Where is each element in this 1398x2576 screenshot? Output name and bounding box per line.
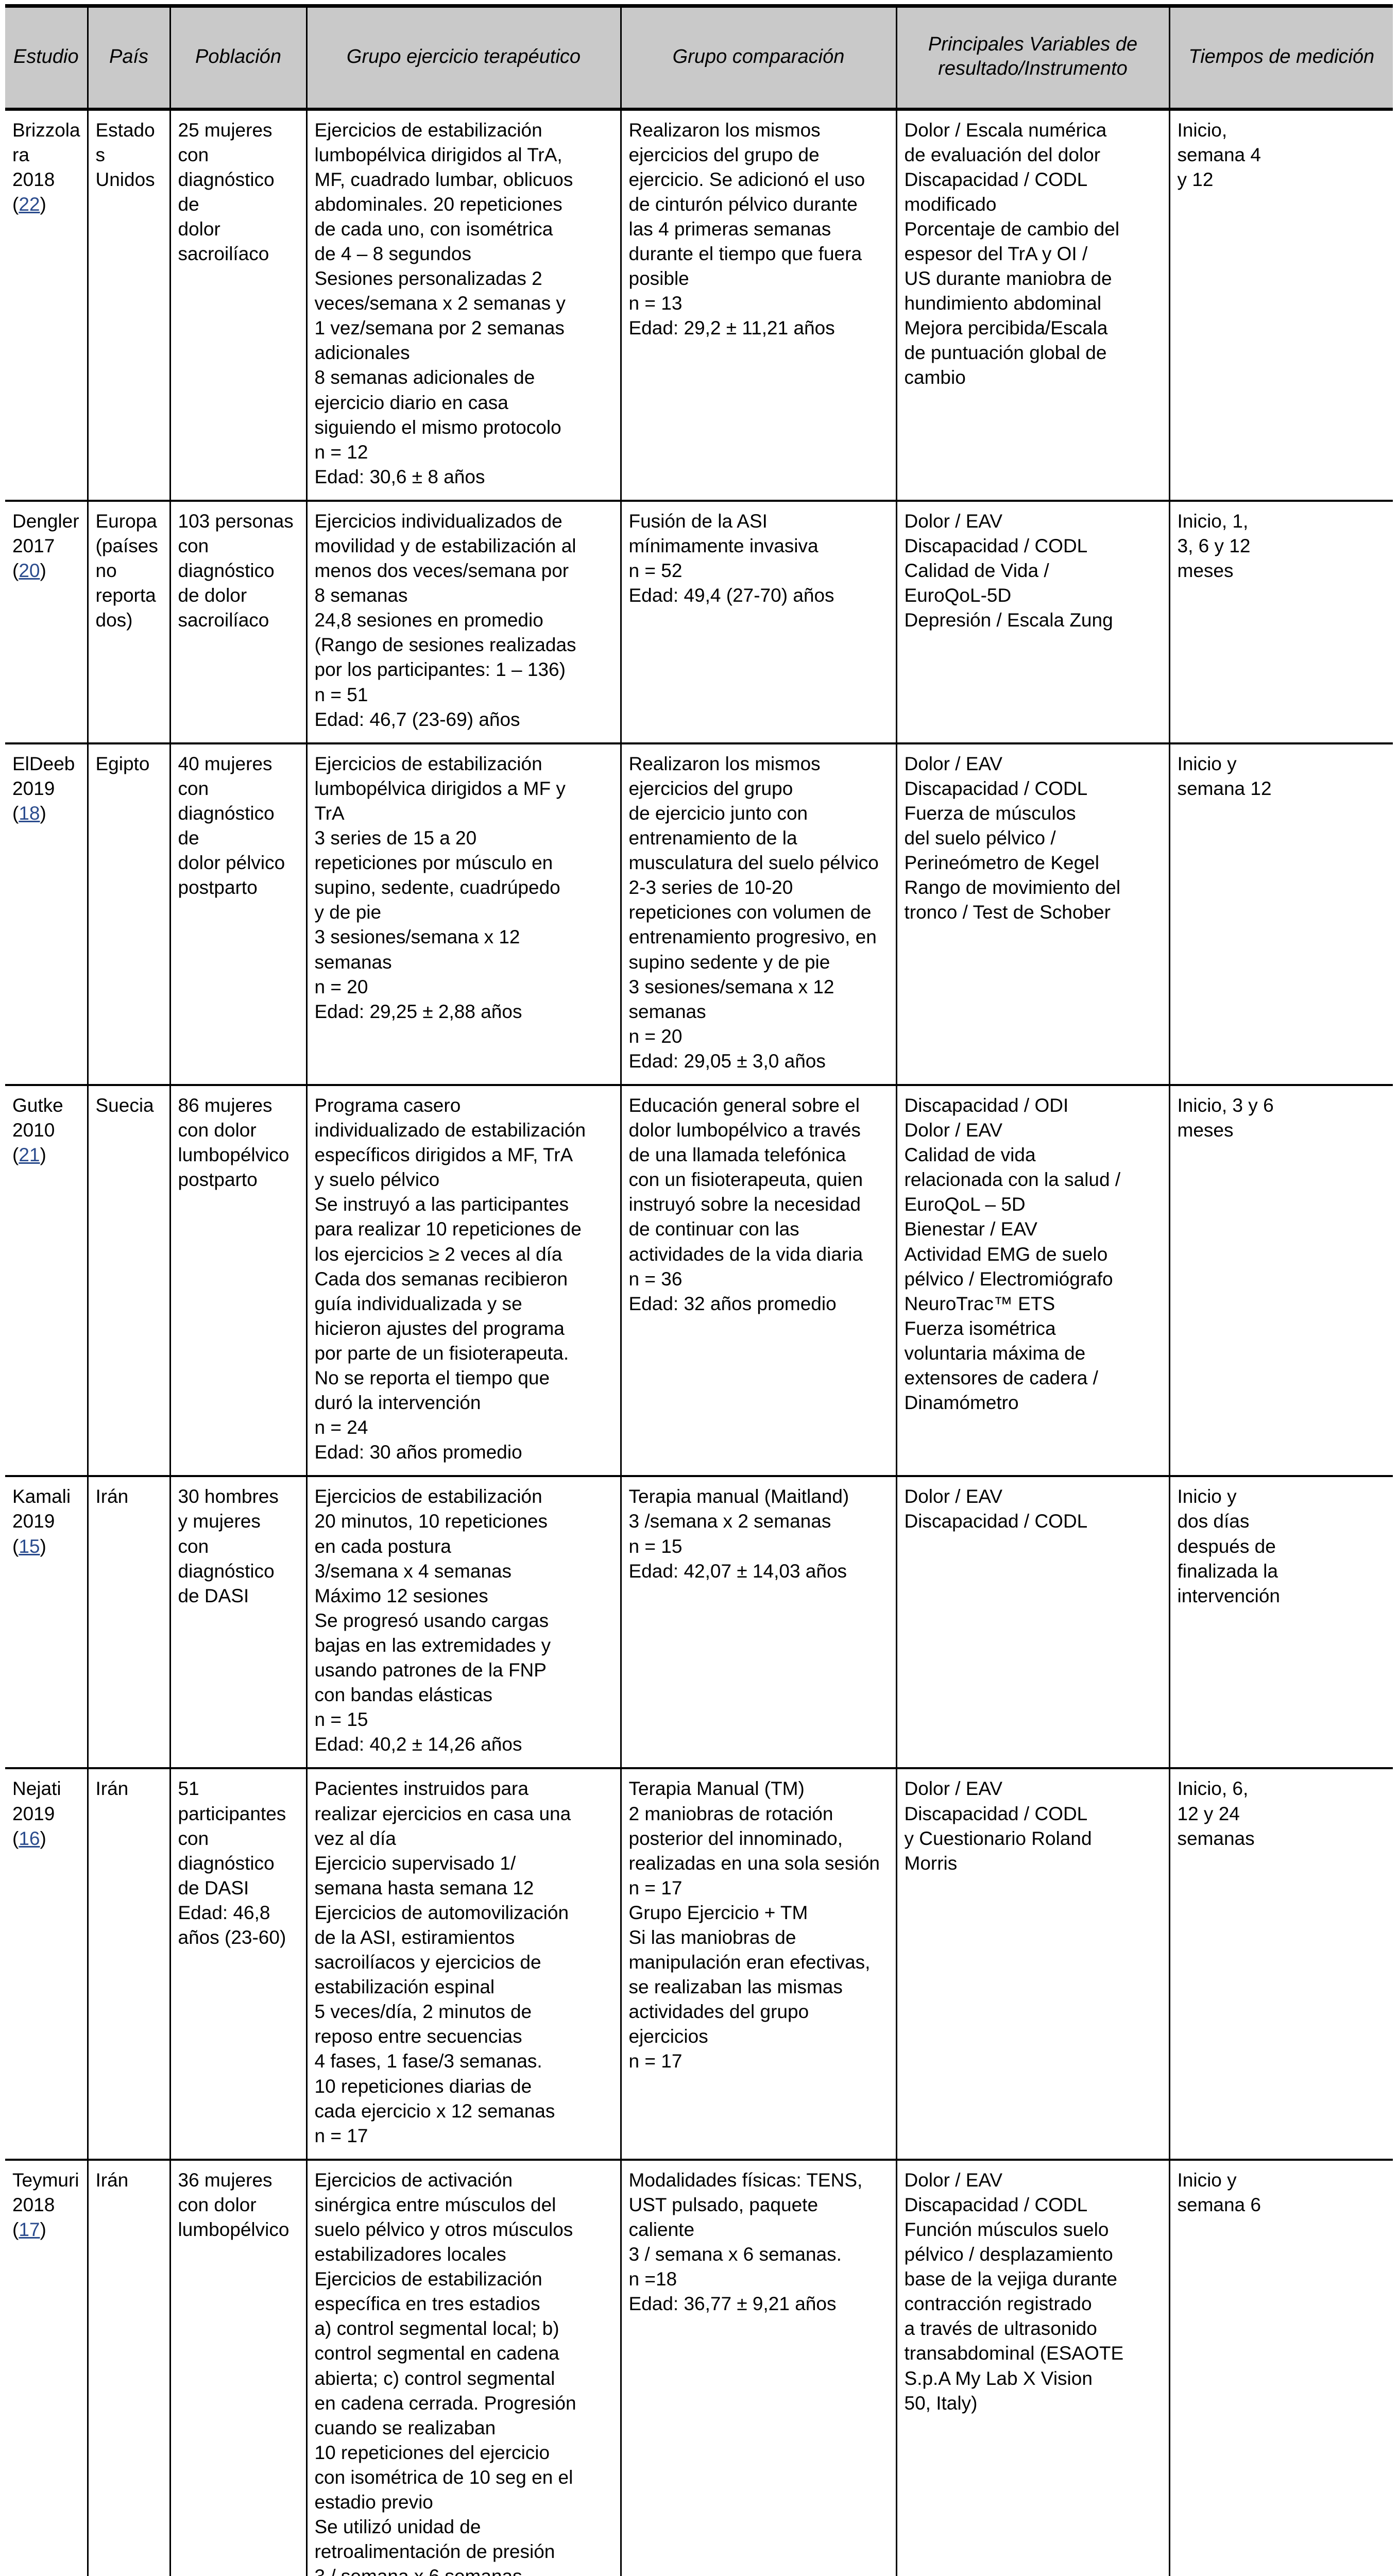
- reference-link[interactable]: 22: [19, 193, 40, 215]
- study-name-suffix: ): [40, 1535, 46, 1557]
- study-name-suffix: ): [40, 560, 46, 582]
- cell-variables-resultado: Dolor / EAV Discapacidad / CODL Calidad …: [895, 499, 1170, 743]
- cell-tiempos-medicion: Inicio, 3 y 6 meses: [1168, 1083, 1393, 1477]
- cell-estudio: Dengler 2017 (20): [5, 499, 89, 743]
- cell-tiempos-medicion: Inicio y semana 6: [1168, 2158, 1393, 2576]
- study-name-suffix: ): [40, 1827, 46, 1849]
- column-header-tiempos-medicion: Tiempos de medición: [1168, 6, 1393, 111]
- column-header-poblacion: Población: [169, 6, 308, 111]
- cell-estudio: Nejati 2019 (16): [5, 1767, 89, 2160]
- column-header-pais: País: [87, 6, 171, 111]
- cell-tiempos-medicion: Inicio, 1, 3, 6 y 12 meses: [1168, 499, 1393, 743]
- cell-poblacion: 30 hombres y mujeres con diagnóstico de …: [169, 1475, 308, 1769]
- study-name: Kamali 2019 (: [12, 1486, 71, 1557]
- study-name: Nejati 2019 (: [12, 1778, 61, 1849]
- cell-pais: Irán: [87, 1475, 171, 1769]
- study-name-suffix: ): [40, 1144, 46, 1166]
- table-header: Estudio País Población Grupo ejercicio t…: [5, 6, 1393, 111]
- table-row: ElDeeb 2019 (18) Egipto 40 mujeres con d…: [5, 742, 1393, 1085]
- table-row: Brizzolara 2018 (22) Estados Unidos 25 m…: [5, 109, 1393, 501]
- cell-poblacion: 25 mujeres con diagnóstico de dolor sacr…: [169, 109, 308, 501]
- cell-pais: Egipto: [87, 742, 171, 1085]
- cell-estudio: Brizzolara 2018 (22): [5, 109, 89, 501]
- cell-pais: Irán: [87, 1767, 171, 2160]
- table-row: Teymuri 2018 (17) Irán 36 mujeres con do…: [5, 2158, 1393, 2576]
- column-header-estudio: Estudio: [5, 6, 89, 111]
- cell-variables-resultado: Discapacidad / ODI Dolor / EAV Calidad d…: [895, 1083, 1170, 1477]
- cell-estudio: Kamali 2019 (15): [5, 1475, 89, 1769]
- cell-variables-resultado: Dolor / EAV Discapacidad / CODL Función …: [895, 2158, 1170, 2576]
- cell-pais: Irán: [87, 2158, 171, 2576]
- cell-grupo-comparacion: Terapia manual (Maitland) 3 /semana x 2 …: [620, 1475, 897, 1769]
- cell-poblacion: 86 mujeres con dolor lumbopélvico postpa…: [169, 1083, 308, 1477]
- cell-grupo-ejercicio: Pacientes instruidos para realizar ejerc…: [305, 1767, 622, 2160]
- cell-poblacion: 40 mujeres con diagnóstico de dolor pélv…: [169, 742, 308, 1085]
- study-name: Brizzolara 2018 (: [12, 119, 80, 215]
- column-header-grupo-ejercicio-terapeutico: Grupo ejercicio terapéutico: [305, 6, 622, 111]
- cell-tiempos-medicion: Inicio y semana 12: [1168, 742, 1393, 1085]
- cell-estudio: Gutke 2010 (21): [5, 1083, 89, 1477]
- reference-link[interactable]: 18: [19, 802, 40, 824]
- cell-variables-resultado: Dolor / Escala numérica de evaluación de…: [895, 109, 1170, 501]
- cell-grupo-comparacion: Realizaron los mismos ejercicios del gru…: [620, 109, 897, 501]
- cell-grupo-ejercicio: Programa casero individualizado de estab…: [305, 1083, 622, 1477]
- reference-link[interactable]: 16: [19, 1827, 40, 1849]
- reference-link[interactable]: 15: [19, 1535, 40, 1557]
- cell-variables-resultado: Dolor / EAV Discapacidad / CODL Fuerza d…: [895, 742, 1170, 1085]
- cell-grupo-comparacion: Fusión de la ASI mínimamente invasiva n …: [620, 499, 897, 743]
- cell-poblacion: 36 mujeres con dolor lumbopélvico: [169, 2158, 308, 2576]
- cell-tiempos-medicion: Inicio y dos días después de finalizada …: [1168, 1475, 1393, 1769]
- cell-pais: Estados Unidos: [87, 109, 171, 501]
- cell-grupo-ejercicio: Ejercicios de estabilización lumbopélvic…: [305, 742, 622, 1085]
- reference-link[interactable]: 21: [19, 1144, 40, 1166]
- cell-grupo-ejercicio: Ejercicios individualizados de movilidad…: [305, 499, 622, 743]
- table-row: Nejati 2019 (16) Irán 51 participantes c…: [5, 1767, 1393, 2160]
- table-header-row: Estudio País Población Grupo ejercicio t…: [5, 6, 1393, 111]
- column-header-grupo-comparacion: Grupo comparación: [620, 6, 897, 111]
- cell-grupo-ejercicio: Ejercicios de activación sinérgica entre…: [305, 2158, 622, 2576]
- cell-grupo-ejercicio: Ejercicios de estabilización 20 minutos,…: [305, 1475, 622, 1769]
- table-body: Brizzolara 2018 (22) Estados Unidos 25 m…: [5, 109, 1393, 2576]
- column-header-variables-resultado: Principales Variables de resultado/Instr…: [895, 6, 1170, 111]
- cell-variables-resultado: Dolor / EAV Discapacidad / CODL: [895, 1475, 1170, 1769]
- study-name: Teymuri 2018 (: [12, 2169, 79, 2240]
- cell-pais: Suecia: [87, 1083, 171, 1477]
- cell-poblacion: 103 personas con diagnóstico de dolor sa…: [169, 499, 308, 743]
- reference-link[interactable]: 20: [19, 560, 40, 582]
- table-row: Dengler 2017 (20) Europa (países no repo…: [5, 499, 1393, 743]
- study-name: ElDeeb 2019 (: [12, 753, 75, 824]
- table-row: Gutke 2010 (21) Suecia 86 mujeres con do…: [5, 1083, 1393, 1477]
- cell-pais: Europa (países no reportados): [87, 499, 171, 743]
- cell-tiempos-medicion: Inicio, semana 4 y 12: [1168, 109, 1393, 501]
- cell-tiempos-medicion: Inicio, 6, 12 y 24 semanas: [1168, 1767, 1393, 2160]
- cell-variables-resultado: Dolor / EAV Discapacidad / CODL y Cuesti…: [895, 1767, 1170, 2160]
- cell-grupo-comparacion: Realizaron los mismos ejercicios del gru…: [620, 742, 897, 1085]
- cell-grupo-comparacion: Modalidades físicas: TENS, UST pulsado, …: [620, 2158, 897, 2576]
- study-name: Gutke 2010 (: [12, 1094, 63, 1166]
- study-name-suffix: ): [40, 193, 46, 215]
- cell-grupo-comparacion: Terapia Manual (TM) 2 maniobras de rotac…: [620, 1767, 897, 2160]
- study-name-suffix: ): [40, 2219, 46, 2240]
- study-characteristics-table: Estudio País Población Grupo ejercicio t…: [5, 4, 1393, 2576]
- cell-grupo-ejercicio: Ejercicios de estabilización lumbopélvic…: [305, 109, 622, 501]
- study-name-suffix: ): [40, 802, 46, 824]
- cell-poblacion: 51 participantes con diagnóstico de DASI…: [169, 1767, 308, 2160]
- cell-estudio: Teymuri 2018 (17): [5, 2158, 89, 2576]
- cell-estudio: ElDeeb 2019 (18): [5, 742, 89, 1085]
- cell-grupo-comparacion: Educación general sobre el dolor lumbopé…: [620, 1083, 897, 1477]
- table-row: Kamali 2019 (15) Irán 30 hombres y mujer…: [5, 1475, 1393, 1769]
- study-name: Dengler 2017 (: [12, 510, 79, 582]
- reference-link[interactable]: 17: [19, 2219, 40, 2240]
